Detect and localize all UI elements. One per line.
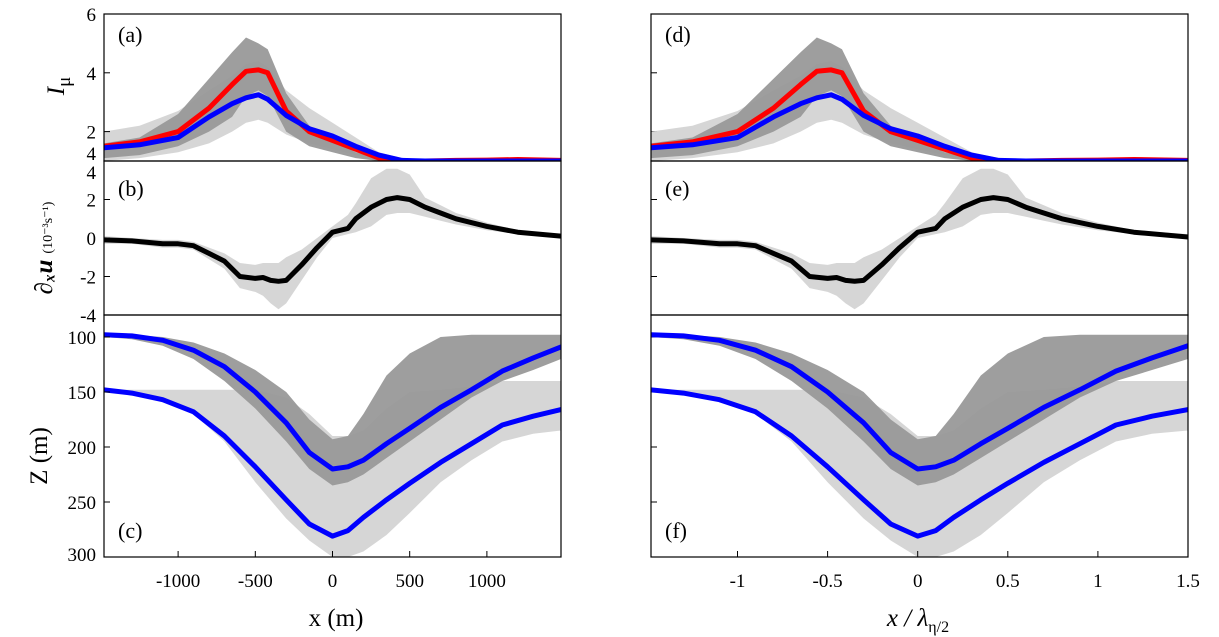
x-tick-label: 1.5 xyxy=(1176,571,1200,592)
series-line-1 xyxy=(104,92,561,161)
y-tick-label: 300 xyxy=(68,545,97,566)
x-tick-label: 0 xyxy=(913,571,923,592)
y-tick-label: 250 xyxy=(68,493,97,514)
y-tick-label: -4 xyxy=(80,306,96,327)
y-tick-label: 200 xyxy=(68,438,97,459)
x-axis-label-f: x / λη/2 xyxy=(886,605,949,636)
series-line-0 xyxy=(651,332,1188,472)
panel-label: (a) xyxy=(118,22,142,47)
plot-area xyxy=(651,332,1188,557)
band-1 xyxy=(651,37,1188,161)
x-tick-label: 0.5 xyxy=(996,571,1020,592)
y-tick-label: 2 xyxy=(87,191,97,212)
y-tick-label: 100 xyxy=(68,328,97,349)
x-tick-label: -500 xyxy=(238,571,273,592)
x-tick-label: -0.5 xyxy=(813,571,843,592)
plot-area xyxy=(104,168,561,310)
y-tick-label: 150 xyxy=(68,383,97,404)
y-tick-label: -2 xyxy=(80,268,96,289)
y-axis-label-b-units: (10⁻³s⁻¹) xyxy=(41,201,56,253)
panel-label: (d) xyxy=(665,22,691,47)
band-1 xyxy=(104,334,561,486)
x-axis-label-f-sub: η/2 xyxy=(928,619,949,636)
y-axis-label-c: Z (m) xyxy=(26,427,53,485)
x-tick-label: 0 xyxy=(328,571,338,592)
y-tick-label: 4 xyxy=(87,144,97,165)
x-tick-label: -1 xyxy=(730,571,746,592)
panel-d: (d) xyxy=(650,13,1189,162)
x-axis-label-f-main: x / λ xyxy=(886,605,929,632)
y-tick-label: 6 xyxy=(87,5,97,26)
y-tick-label: 0 xyxy=(87,229,97,250)
y-axis-label-b: ∂ₓu (10⁻³s⁻¹) xyxy=(31,201,58,294)
panel-label: (c) xyxy=(118,518,142,543)
x-tick-label: -1000 xyxy=(156,571,200,592)
panel-f: (f) -1 -0.5 0 0.5 1 1.5 xyxy=(650,314,1200,592)
axes-frame xyxy=(650,314,1189,558)
x-axis-label-c: x (m) xyxy=(309,605,364,632)
y-tick-label: 4 xyxy=(87,163,97,184)
band-1 xyxy=(104,37,561,161)
plot-area xyxy=(104,332,561,557)
panel-c: (c) 100 150 200 250 300 -1000 -500 0 500 1000 xyxy=(68,314,657,592)
plot-area xyxy=(104,37,561,161)
panel-label: (e) xyxy=(665,176,689,201)
band-1 xyxy=(651,334,1188,486)
y-axis-label-b-main: ∂ₓu xyxy=(31,260,58,295)
y-tick-label: 4 xyxy=(87,64,97,85)
series-line-1 xyxy=(104,387,561,539)
y-axis-label-a: Iμ xyxy=(43,77,75,97)
series-line-0 xyxy=(104,195,561,284)
x-tick-label: 1000 xyxy=(468,571,506,592)
series-line-0 xyxy=(104,332,561,472)
panel-label: (b) xyxy=(118,176,144,201)
plot-area xyxy=(651,37,1188,161)
y-tick-label: 2 xyxy=(87,123,97,144)
series-line-1 xyxy=(651,92,1188,161)
y-axis-label-a-sub: μ xyxy=(54,77,75,87)
plot-area xyxy=(651,168,1188,310)
series-line-0 xyxy=(651,195,1188,284)
series-line-1 xyxy=(651,387,1188,539)
x-tick-label: 500 xyxy=(395,571,424,592)
panel-label: (f) xyxy=(665,518,687,543)
x-tick-label: 1 xyxy=(1093,571,1103,592)
y-axis-label-a-main: I xyxy=(43,85,70,96)
